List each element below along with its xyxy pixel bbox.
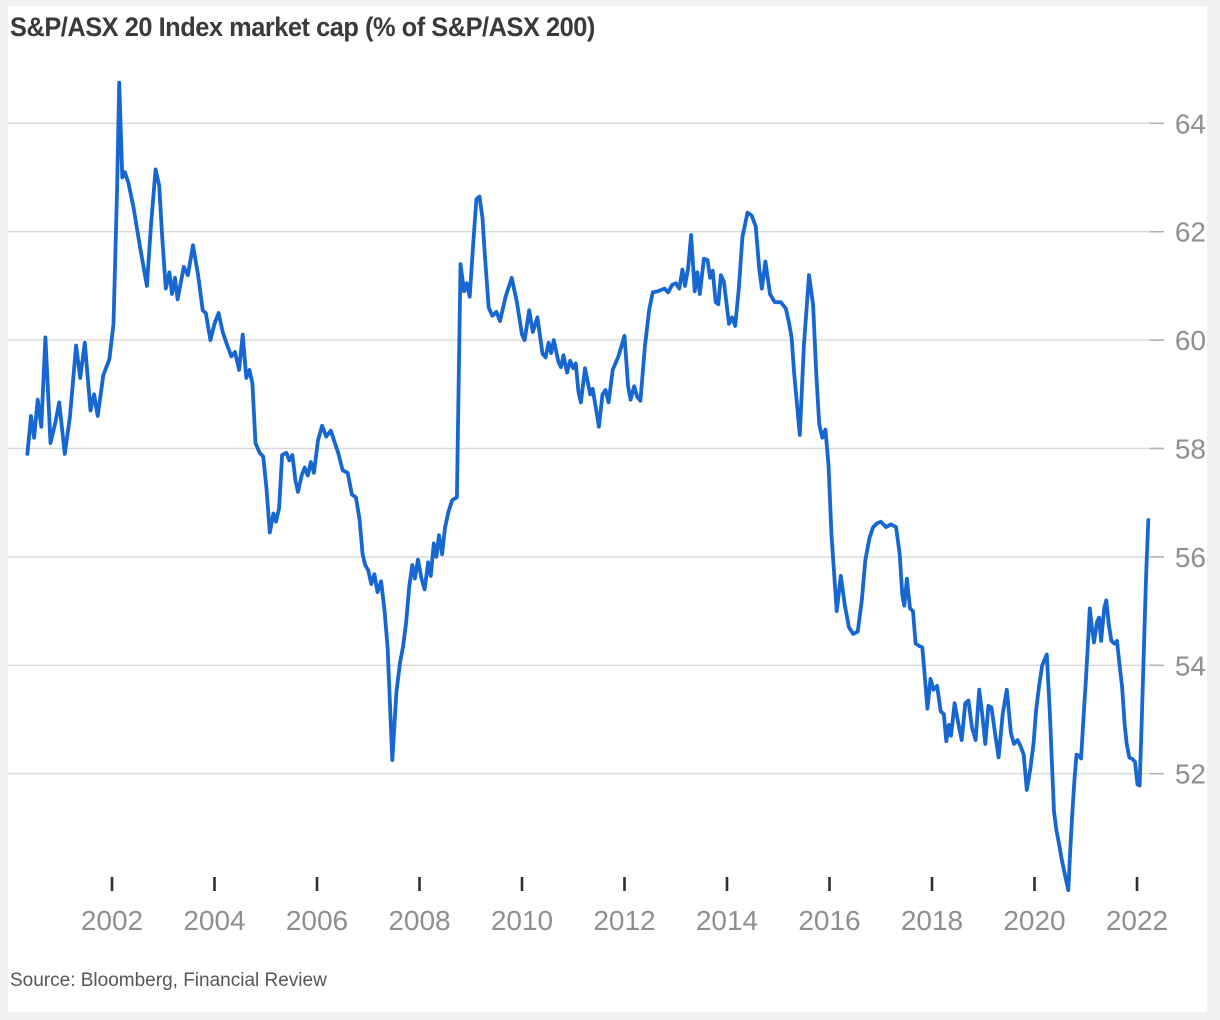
y-tick-label-56: 56 bbox=[1175, 542, 1206, 573]
y-tick-label-60: 60 bbox=[1175, 325, 1206, 356]
x-tick-label-2008: 2008 bbox=[388, 905, 450, 936]
x-tick-label-2014: 2014 bbox=[696, 905, 758, 936]
data-line bbox=[25, 80, 1151, 893]
x-tick-label-2002: 2002 bbox=[81, 905, 143, 936]
x-tick-label-2016: 2016 bbox=[798, 905, 860, 936]
x-tick-label-2018: 2018 bbox=[901, 905, 963, 936]
chart-card: S&P/ASX 20 Index market cap (% of S&P/AS… bbox=[8, 6, 1207, 1012]
y-tick-label-52: 52 bbox=[1175, 759, 1206, 790]
x-tick-label-2020: 2020 bbox=[1003, 905, 1065, 936]
x-tick-label-2010: 2010 bbox=[491, 905, 553, 936]
x-tick-label-2006: 2006 bbox=[286, 905, 348, 936]
y-tick-label-58: 58 bbox=[1175, 434, 1206, 465]
y-tick-label-62: 62 bbox=[1175, 217, 1206, 248]
chart-title: S&P/ASX 20 Index market cap (% of S&P/AS… bbox=[10, 12, 595, 42]
source-caption: Source: Bloomberg, Financial Review bbox=[10, 970, 327, 991]
y-tick-label-64: 64 bbox=[1175, 108, 1206, 139]
x-tick-label-2012: 2012 bbox=[593, 905, 655, 936]
y-tick-label-54: 54 bbox=[1175, 650, 1206, 681]
x-tick-label-2004: 2004 bbox=[183, 905, 245, 936]
x-tick-label-2022: 2022 bbox=[1106, 905, 1168, 936]
